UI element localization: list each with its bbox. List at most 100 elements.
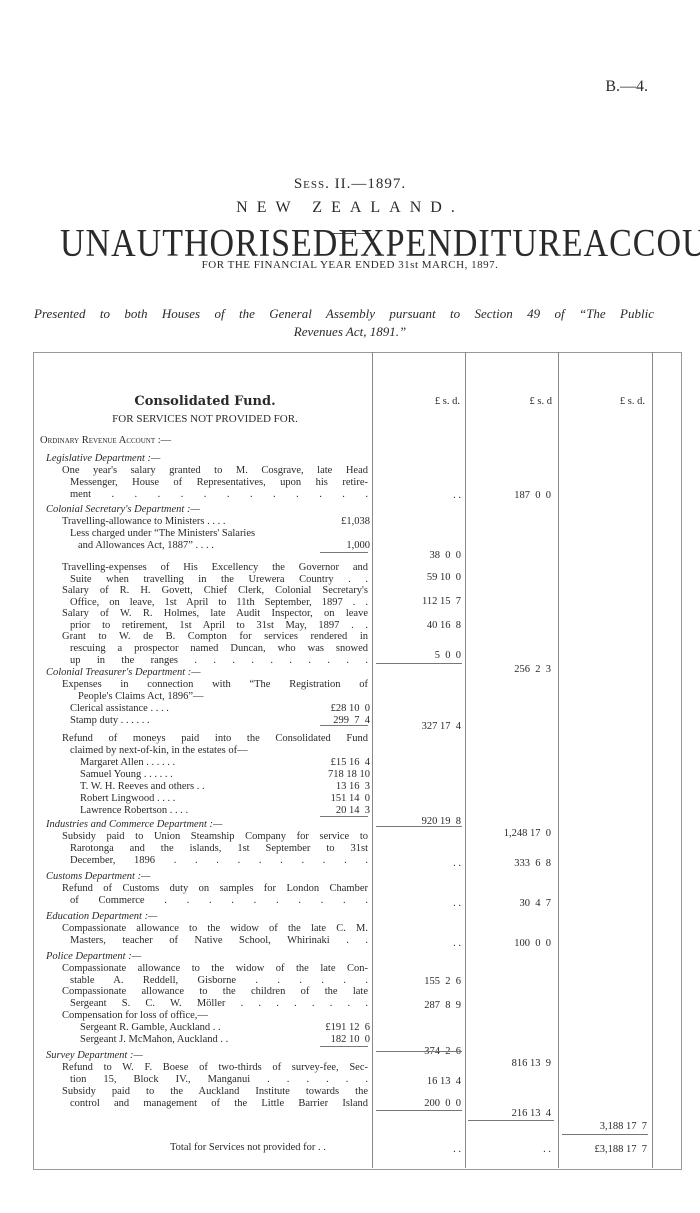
sum-rule (376, 1051, 462, 1052)
sub-amount: 182 10 0 (330, 1034, 370, 1045)
line-item: Margaret Allen . . . . . . (80, 757, 176, 768)
line-item: Salary of R. H. Govett, Chief Clerk, Col… (62, 585, 368, 596)
amount-col-1: 374 2 6 (424, 1046, 461, 1057)
section-heading: Legislative Department :— (46, 453, 161, 464)
amount-col-1: 16 13 4 (426, 1076, 461, 1087)
line-item: tion 15, Block IV., Manganui . . . . . . (70, 1074, 368, 1085)
title-word: EXPENDITURE (338, 222, 584, 265)
sub-amount: 299 7 4 (333, 715, 370, 726)
country-label: NEW ZEALAND. (236, 199, 464, 216)
page-subtitle: FOR THE FINANCIAL YEAR ENDED 31st MARCH,… (201, 259, 499, 271)
line-item: Subsidy paid to Union Steamship Company … (62, 831, 368, 842)
divider (330, 233, 370, 234)
amount-col-1: 38 0 0 (429, 550, 462, 561)
line-item: Compassionate allowance to the children … (62, 986, 368, 997)
currency-header: £ s. d. (434, 396, 460, 407)
line-item: Expenses in connection with “The Registr… (62, 679, 368, 690)
sum-rule (376, 826, 462, 827)
line-item: of Commerce . . . . . . . . . . (70, 895, 368, 906)
line-item: prior to retirement, 1st April to 31st M… (70, 620, 368, 631)
line-item: Sergeant S. C. W. Möller . . . . . . . . (70, 998, 368, 1009)
amount-col-1: 920 19 8 (421, 816, 461, 827)
account-table (33, 352, 682, 1170)
amount-col-1: 200 0 0 (424, 1098, 461, 1109)
line-item: T. W. H. Reeves and others . . (80, 781, 205, 792)
amount-col-1: 287 8 9 (424, 1000, 461, 1011)
line-item: Samuel Young . . . . . . (80, 769, 173, 780)
sum-rule (320, 1046, 368, 1047)
amount-col-1: 59 10 0 (426, 572, 461, 583)
amount-col-1: . . (453, 858, 461, 869)
column-divider (372, 352, 373, 1168)
sub-amount: 1,000 (346, 540, 370, 551)
line-item: Compassionate allowance to the widow of … (62, 923, 368, 934)
line-item: Clerical assistance . . . . (70, 703, 169, 714)
line-item: Messenger, House of Representatives, upo… (70, 477, 368, 488)
amount-col-2: 1,248 17 0 (503, 828, 551, 839)
section-heading: Education Department :— (46, 911, 158, 922)
line-item: Office, on leave, 1st April to 11th Sept… (70, 597, 368, 608)
line-item: up in the ranges . . . . . . . . . . (70, 655, 368, 666)
line-item: Grant to W. de B. Compton for services r… (62, 631, 368, 642)
line-item: and Allowances Act, 1887” . . . . (78, 540, 214, 551)
amount-col-1: . . (453, 490, 461, 501)
amount-col-2: 187 0 0 (514, 490, 551, 501)
line-item: Refund of moneys paid into the Consolida… (62, 733, 368, 744)
line-item: Less charged under “The Ministers' Salar… (70, 528, 256, 539)
line-item: Compensation for loss of office,— (62, 1010, 208, 1021)
line-item: Masters, teacher of Native School, Whiri… (70, 935, 368, 946)
sum-rule (320, 725, 368, 726)
sub-amount: £15 16 4 (330, 757, 370, 768)
line-item: People's Claims Act, 1896”— (78, 691, 204, 702)
page-title: UNAUTHORISED EXPENDITURE ACCOUNT (60, 222, 700, 266)
sub-amount: 13 16 3 (335, 781, 370, 792)
total-label: Total for Services not provided for . . (170, 1142, 326, 1153)
sum-rule (320, 816, 368, 817)
line-item: Robert Lingwood . . . . (80, 793, 176, 804)
fund-title: Consolidated Fund. (134, 394, 276, 409)
amount-col-2: . . (543, 1144, 551, 1155)
column-divider (652, 352, 653, 1168)
line-item: Rarotonga and the islands, 1st September… (70, 843, 368, 854)
title-word: UNAUTHORISED (60, 222, 339, 265)
amount-col-3: 3,188 17 7 (599, 1121, 647, 1132)
currency-header: £ s. d (529, 396, 552, 407)
line-item: Refund of Customs duty on samples for Lo… (62, 883, 368, 894)
amount-col-1: 40 16 8 (426, 620, 461, 631)
line-item: Lawrence Robertson . . . . (80, 805, 189, 816)
document-reference: B.—4. (605, 78, 648, 95)
sum-rule (376, 1110, 462, 1111)
section-heading: Survey Department :— (46, 1050, 143, 1061)
amount-col-2: 100 0 0 (514, 938, 551, 949)
amount-col-1: . . (453, 898, 461, 909)
sum-rule (320, 552, 368, 553)
section-heading: Industries and Commerce Department :— (46, 819, 223, 830)
section-heading: Ordinary Revenue Account :— (40, 435, 172, 446)
amount-col-2: 333 6 8 (514, 858, 551, 869)
presented-note: Presented to both Houses of the General … (34, 306, 654, 321)
line-item: Sergeant R. Gamble, Auckland . . (80, 1022, 221, 1033)
amount-col-2: 216 13 4 (511, 1108, 551, 1119)
column-divider (558, 352, 559, 1168)
line-item: Refund to W. F. Boese of two-thirds of s… (62, 1062, 368, 1073)
amount-col-1: 155 2 6 (424, 976, 461, 987)
sum-rule (468, 1120, 554, 1121)
amount-col-3: £3,188 17 7 (594, 1144, 648, 1155)
currency-header: £ s. d. (619, 396, 645, 407)
line-item: Compassionate allowance to the widow of … (62, 963, 368, 974)
line-item: rescuing a prospector named Duncan, who … (70, 643, 368, 654)
sub-amount: 718 18 10 (328, 769, 370, 780)
line-item: ment . . . . . . . . . . . . (70, 489, 368, 500)
line-item: Salary of W. R. Holmes, late Audit Inspe… (62, 608, 368, 619)
sum-rule (562, 1134, 648, 1135)
session-label: Sess. II.—1897. (293, 176, 407, 192)
sub-amount: 20 14 3 (335, 805, 370, 816)
amount-col-2: 30 4 7 (519, 898, 552, 909)
line-item: Travelling-allowance to Ministers . . . … (62, 516, 226, 527)
amount-col-1: 112 15 7 (422, 596, 461, 607)
line-item: stable A. Reddell, Gisborne . . . . . . (70, 975, 368, 986)
amount-col-1: . . (453, 938, 461, 949)
presented-note-cont: Revenues Act, 1891.” (293, 324, 407, 339)
section-heading: Colonial Secretary's Department :— (46, 504, 200, 515)
